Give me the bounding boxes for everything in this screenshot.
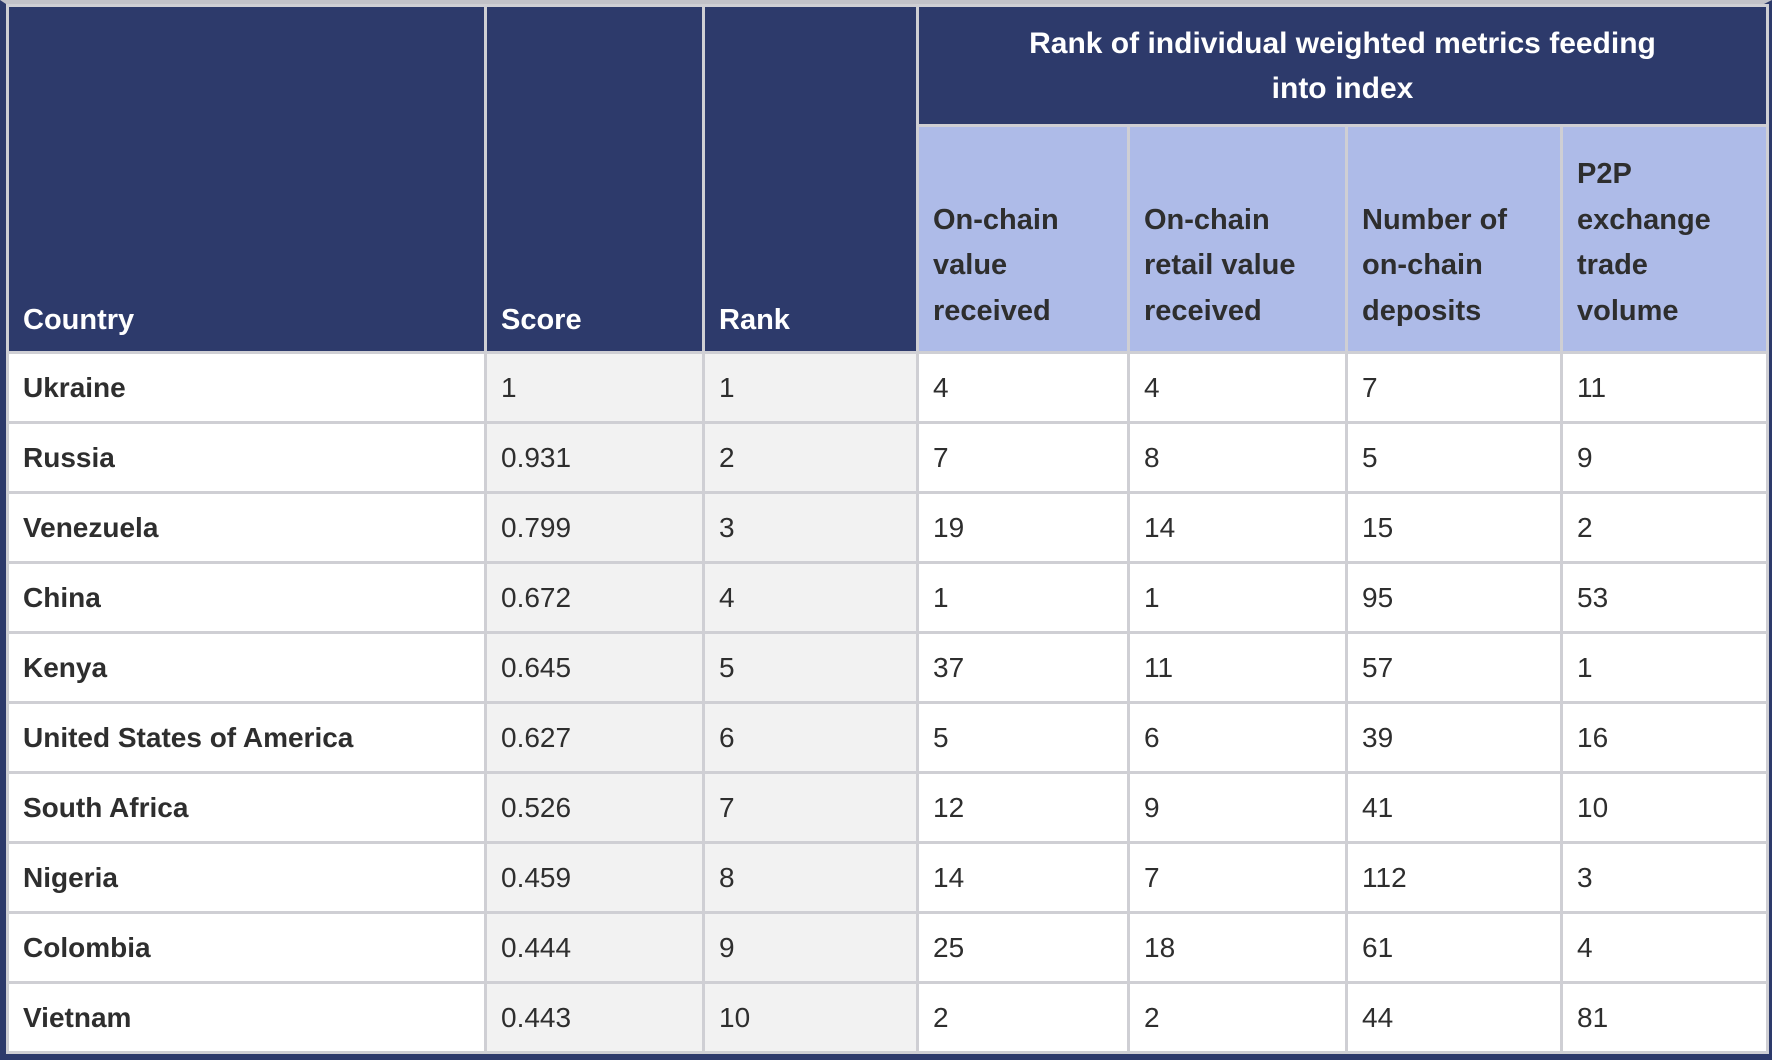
table-row: Vietnam 0.443 10 2 2 44 81 xyxy=(6,981,1769,1054)
table-row: Nigeria 0.459 8 14 7 112 3 xyxy=(6,841,1769,914)
rank-cell: 10 xyxy=(702,981,919,1054)
metric-cell: 5 xyxy=(916,701,1130,774)
country-cell: Colombia xyxy=(6,911,487,984)
metric-cell: 7 xyxy=(916,421,1130,494)
metric-cell: 2 xyxy=(916,981,1130,1054)
metric-cell: 81 xyxy=(1560,981,1769,1054)
metric-cell: 1 xyxy=(1560,631,1769,704)
rank-cell: 6 xyxy=(702,701,919,774)
metric-cell: 95 xyxy=(1345,561,1563,634)
group-header-text: Rank of individual weighted metrics feed… xyxy=(1029,26,1656,105)
metric-cell: 4 xyxy=(916,351,1130,424)
rank-cell: 3 xyxy=(702,491,919,564)
metric-cell: 10 xyxy=(1560,771,1769,844)
score-cell: 0.444 xyxy=(484,911,705,984)
metric-cell: 1 xyxy=(1127,561,1348,634)
column-header-onchain-value-received: On-chain value received xyxy=(916,124,1130,354)
metric-cell: 61 xyxy=(1345,911,1563,984)
country-cell: Nigeria xyxy=(6,841,487,914)
metric-cell: 4 xyxy=(1560,911,1769,984)
column-header-country: Country xyxy=(6,4,487,354)
metric-cell: 18 xyxy=(1127,911,1348,984)
rank-cell: 5 xyxy=(702,631,919,704)
metric-cell: 7 xyxy=(1127,841,1348,914)
score-cell: 0.645 xyxy=(484,631,705,704)
metric-cell: 53 xyxy=(1560,561,1769,634)
metric-cell: 39 xyxy=(1345,701,1563,774)
metric-cell: 12 xyxy=(916,771,1130,844)
rank-cell: 4 xyxy=(702,561,919,634)
table-row: Colombia 0.444 9 25 18 61 4 xyxy=(6,911,1769,984)
country-cell: Russia xyxy=(6,421,487,494)
metric-cell: 7 xyxy=(1345,351,1563,424)
score-cell: 0.526 xyxy=(484,771,705,844)
metric-cell: 44 xyxy=(1345,981,1563,1054)
table-row: United States of America 0.627 6 5 6 39 16 xyxy=(6,701,1769,774)
metric-cell: 11 xyxy=(1560,351,1769,424)
group-header-metrics: Rank of individual weighted metrics feed… xyxy=(916,4,1769,127)
rank-cell: 1 xyxy=(702,351,919,424)
metric-cell: 11 xyxy=(1127,631,1348,704)
column-header-p2p-exchange-trade-volume: P2P exchange trade volume xyxy=(1560,124,1769,354)
metric-cell: 15 xyxy=(1345,491,1563,564)
metric-cell: 112 xyxy=(1345,841,1563,914)
metric-header-row: On-chain value received On-chain retail … xyxy=(8,124,1769,354)
metric-cell: 3 xyxy=(1560,841,1769,914)
metric-cell: 41 xyxy=(1345,771,1563,844)
score-cell: 0.799 xyxy=(484,491,705,564)
column-header-rank: Rank xyxy=(702,4,919,354)
score-cell: 0.459 xyxy=(484,841,705,914)
table-row: China 0.672 4 1 1 95 53 xyxy=(6,561,1769,634)
table-row: Kenya 0.645 5 37 11 57 1 xyxy=(6,631,1769,704)
metric-cell: 1 xyxy=(916,561,1130,634)
crypto-adoption-index-table: Country Score Rank Rank of individual we… xyxy=(6,4,1769,1054)
rank-cell: 9 xyxy=(702,911,919,984)
column-header-score: Score xyxy=(484,4,705,354)
column-header-onchain-retail-value-received: On-chain retail value received xyxy=(1127,124,1348,354)
country-cell: Kenya xyxy=(6,631,487,704)
country-cell: Venezuela xyxy=(6,491,487,564)
score-cell: 0.931 xyxy=(484,421,705,494)
metric-cell: 25 xyxy=(916,911,1130,984)
metric-cell: 8 xyxy=(1127,421,1348,494)
country-cell: United States of America xyxy=(6,701,487,774)
metric-cell: 14 xyxy=(916,841,1130,914)
table-body: Ukraine 1 1 4 4 7 11 Russia 0.931 2 7 8 5 9 Venezuela 0… xyxy=(6,351,1769,1054)
metric-cell: 2 xyxy=(1127,981,1348,1054)
metric-cell: 9 xyxy=(1560,421,1769,494)
table-row: South Africa 0.526 7 12 9 41 10 xyxy=(6,771,1769,844)
score-cell: 0.627 xyxy=(484,701,705,774)
country-cell: Vietnam xyxy=(6,981,487,1054)
table-row: Venezuela 0.799 3 19 14 15 2 xyxy=(6,491,1769,564)
group-header-row: Country Score Rank Rank of individual we… xyxy=(6,4,1769,354)
column-header-number-onchain-deposits: Number of on-chain deposits xyxy=(1345,124,1563,354)
metric-cell: 14 xyxy=(1127,491,1348,564)
metric-cell: 5 xyxy=(1345,421,1563,494)
table-header: Country Score Rank Rank of individual we… xyxy=(6,4,1769,354)
metric-cell: 2 xyxy=(1560,491,1769,564)
metric-cell: 37 xyxy=(916,631,1130,704)
score-cell: 0.443 xyxy=(484,981,705,1054)
rank-cell: 2 xyxy=(702,421,919,494)
metric-cell: 9 xyxy=(1127,771,1348,844)
country-cell: Ukraine xyxy=(6,351,487,424)
score-cell: 0.672 xyxy=(484,561,705,634)
score-cell: 1 xyxy=(484,351,705,424)
metric-cell: 16 xyxy=(1560,701,1769,774)
country-cell: China xyxy=(6,561,487,634)
rank-cell: 7 xyxy=(702,771,919,844)
table-row: Ukraine 1 1 4 4 7 11 xyxy=(6,351,1769,424)
metric-cell: 6 xyxy=(1127,701,1348,774)
table-row: Russia 0.931 2 7 8 5 9 xyxy=(6,421,1769,494)
metric-cell: 4 xyxy=(1127,351,1348,424)
country-cell: South Africa xyxy=(6,771,487,844)
rank-cell: 8 xyxy=(702,841,919,914)
metric-cell: 57 xyxy=(1345,631,1563,704)
metric-cell: 19 xyxy=(916,491,1130,564)
